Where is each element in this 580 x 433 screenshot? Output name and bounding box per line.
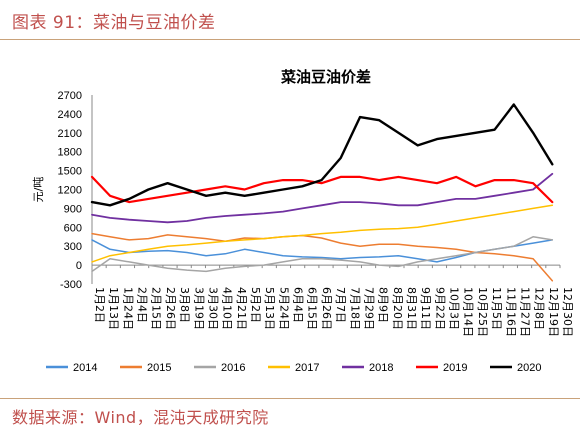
header-divider [0, 39, 580, 40]
x-tick-label: 9月11日 [419, 287, 432, 330]
x-tick-label: 5月13日 [263, 287, 276, 330]
x-tick-label: 3月8日 [178, 287, 191, 323]
x-tick-label: 4月10日 [221, 287, 234, 330]
footer-divider [0, 398, 580, 399]
y-tick-label: 1800 [58, 147, 82, 159]
x-tick-label: 2月26日 [164, 287, 177, 330]
x-tick-label: 5月24日 [277, 287, 290, 330]
x-tick-label: 5月2日 [249, 287, 262, 323]
y-tick-label: 1500 [58, 166, 82, 178]
legend-label-2020: 2020 [517, 362, 541, 374]
figure-caption: 图表 91：菜油与豆油价差 [12, 13, 216, 33]
figure-header: 图表 91：菜油与豆油价差 [0, 0, 580, 40]
x-tick-label: 7月29日 [362, 287, 375, 330]
x-tick-label: 2月4日 [136, 287, 149, 323]
y-tick-label: 300 [64, 241, 82, 253]
y-tick-label: 0 [76, 260, 82, 272]
x-tick-label: 12月19日 [547, 287, 560, 337]
legend-label-2018: 2018 [369, 362, 393, 374]
legend-label-2019: 2019 [443, 362, 467, 374]
x-tick-label: 3月19日 [192, 287, 205, 330]
x-tick-label: 8月31日 [405, 287, 418, 330]
x-tick-label: 8月9日 [377, 287, 390, 323]
series-line-2017 [91, 204, 554, 263]
y-tick-label: 600 [64, 222, 82, 234]
legend-label-2016: 2016 [221, 362, 245, 374]
x-tick-label: 1月24日 [121, 287, 134, 330]
x-tick-label: 6月4日 [292, 287, 305, 323]
x-tick-label: 12月30日 [561, 287, 574, 337]
x-tick-label: 10月3日 [448, 287, 461, 330]
x-tick-label: 10月25日 [476, 287, 489, 337]
x-tick-label: 11月27日 [518, 287, 531, 337]
x-tick-label: 11月5日 [490, 287, 503, 330]
x-tick-label: 11月16日 [504, 287, 517, 337]
source-note: 数据来源：Wind，混沌天成研究院 [12, 408, 269, 427]
x-tick-label: 7月7日 [334, 287, 347, 323]
y-tick-label: 900 [64, 203, 82, 215]
x-tick-label: 2月15日 [150, 287, 163, 330]
x-tick-label: 10月14日 [462, 287, 475, 337]
x-tick-label: 6月26日 [320, 287, 333, 330]
x-tick-label: 4月21日 [235, 287, 248, 330]
y-axis-label: 元/吨 [32, 177, 45, 203]
series-line-2020 [90, 103, 554, 207]
y-tick-label: 2700 [58, 90, 82, 102]
x-tick-label: 8月20日 [391, 287, 404, 330]
y-tick-label: -300 [60, 279, 82, 291]
x-tick-label: 7月18日 [348, 287, 361, 330]
y-tick-label: 1200 [58, 185, 82, 197]
y-tick-label: 2100 [58, 128, 82, 140]
legend-label-2017: 2017 [295, 362, 319, 374]
x-tick-label: 1月2日 [93, 287, 106, 323]
series-line-2016 [91, 236, 554, 273]
legend-label-2014: 2014 [73, 362, 97, 374]
legend-label-2015: 2015 [147, 362, 171, 374]
series-line-2018 [91, 172, 554, 224]
chart-title: 菜油豆油价差 [280, 68, 371, 86]
series-line-2019 [90, 175, 554, 204]
y-tick-label: 2400 [58, 109, 82, 121]
x-tick-label: 3月30日 [206, 287, 219, 330]
x-tick-label: 9月22日 [433, 287, 446, 330]
x-tick-label: 1月13日 [107, 287, 120, 330]
x-tick-label: 12月8日 [533, 287, 546, 330]
x-tick-label: 6月15日 [306, 287, 319, 330]
